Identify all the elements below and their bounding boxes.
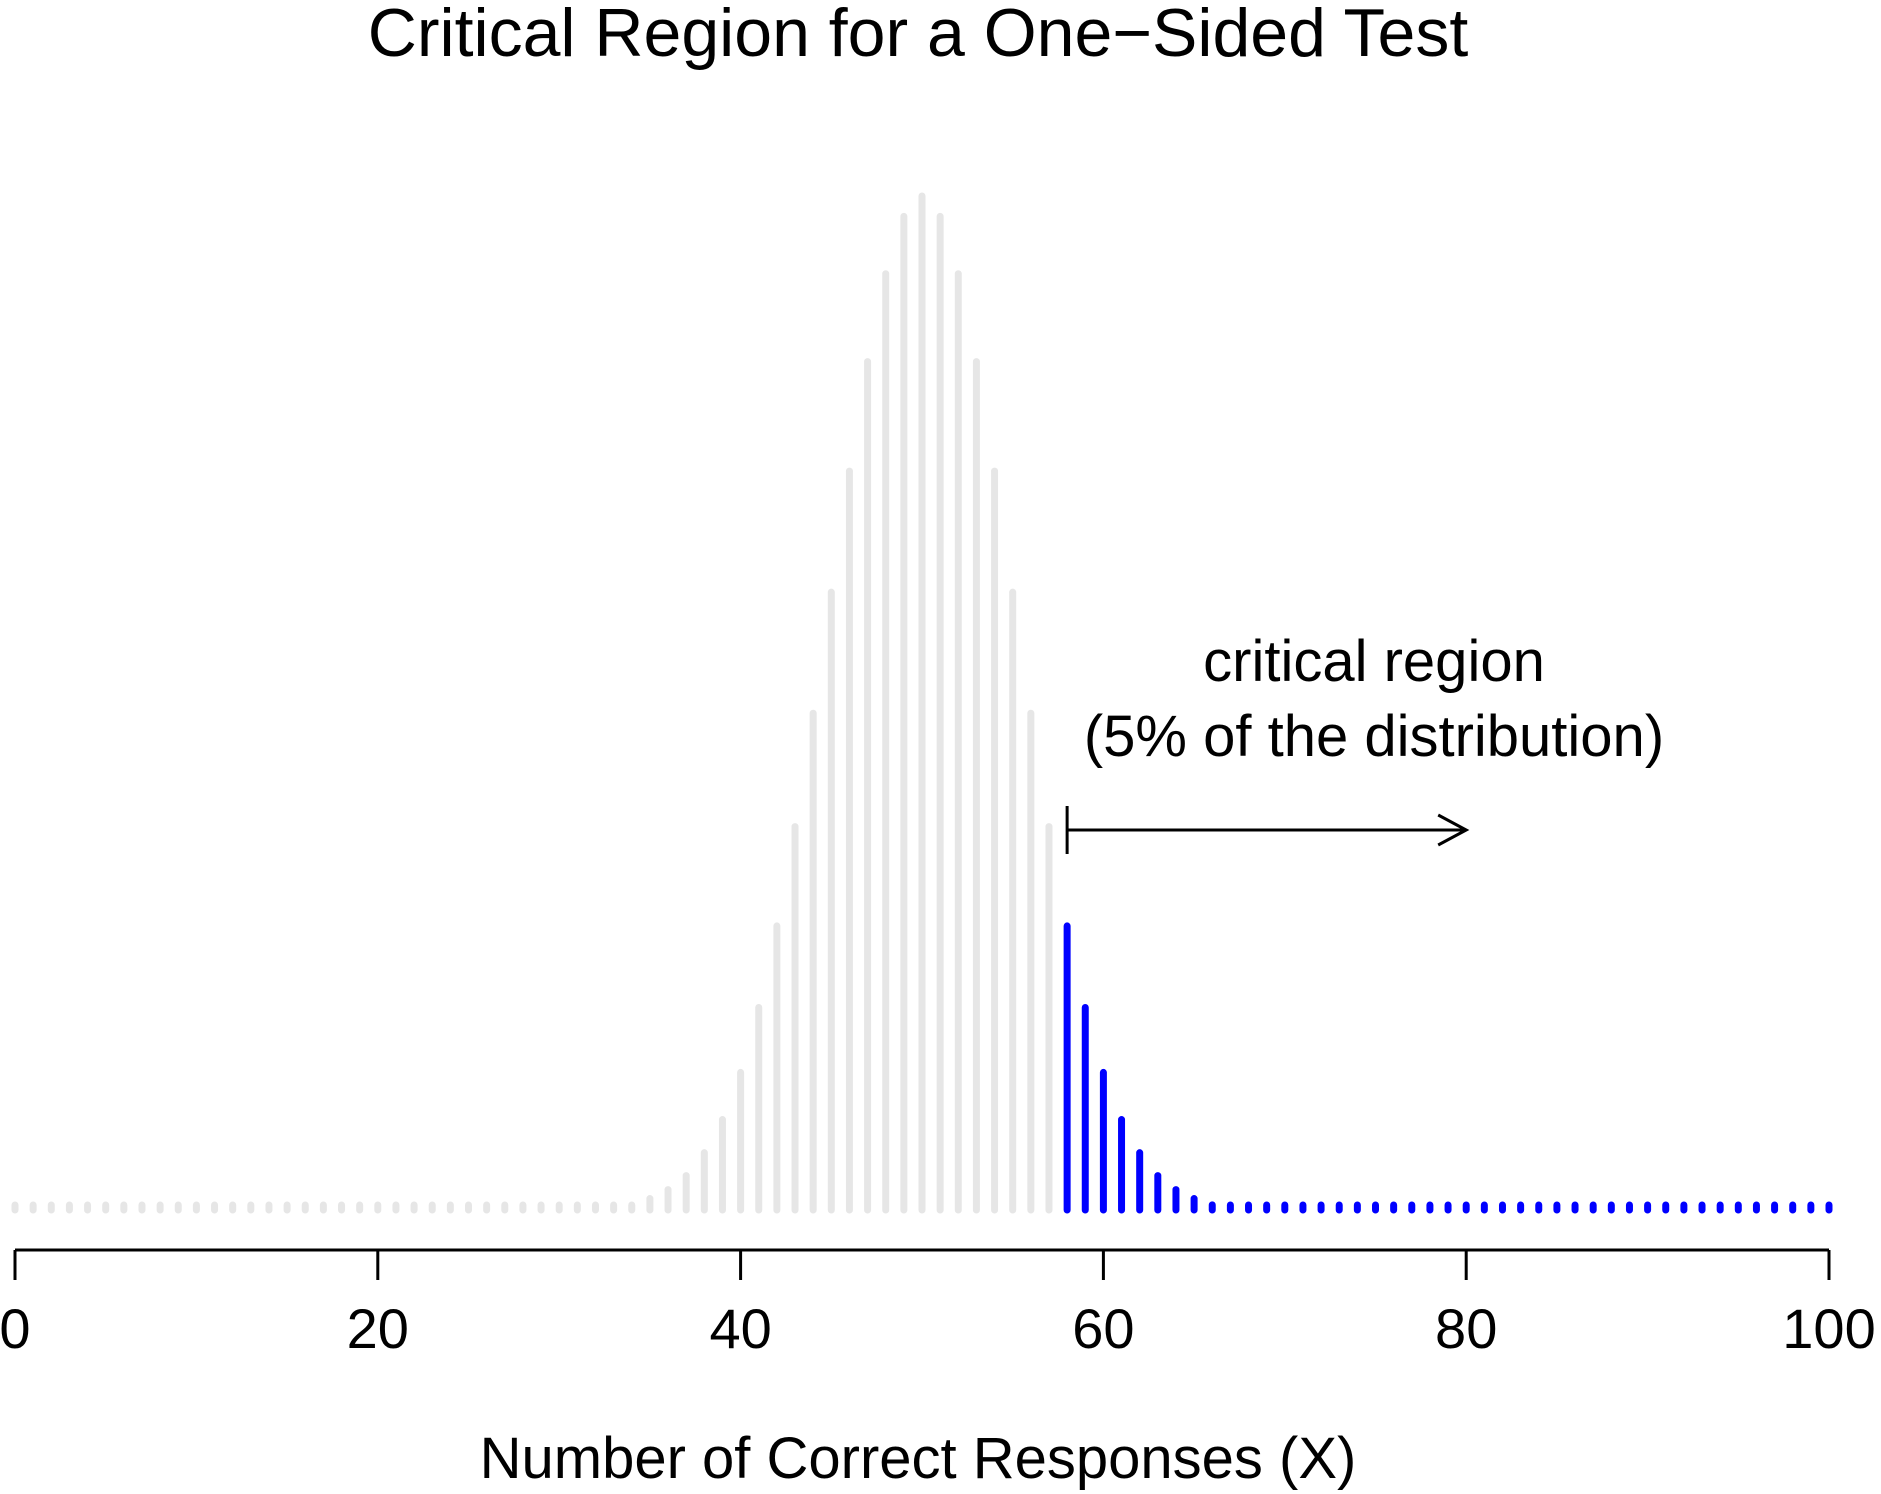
x-tick-label-60: 60	[1072, 1297, 1134, 1360]
annotation-line-1: critical region	[1203, 629, 1545, 694]
x-tick-label-20: 20	[347, 1297, 409, 1360]
x-axis-label: Number of Correct Responses (X)	[480, 1426, 1357, 1491]
chart-title: Critical Region for a One−Sided Test	[368, 0, 1469, 71]
bars-group	[11, 192, 1833, 1214]
arrowhead-icon	[1437, 813, 1470, 847]
x-tick-label-0: 0	[0, 1297, 31, 1360]
x-axis: 0 20 40 60 80 100	[0, 1248, 1876, 1360]
critical-region-annotation: critical region (5% of the distribution)	[1065, 629, 1664, 854]
x-tick-label-100: 100	[1782, 1297, 1875, 1360]
annotation-line-2: (5% of the distribution)	[1084, 704, 1664, 769]
x-tick-label-80: 80	[1435, 1297, 1497, 1360]
x-tick-label-40: 40	[709, 1297, 771, 1360]
